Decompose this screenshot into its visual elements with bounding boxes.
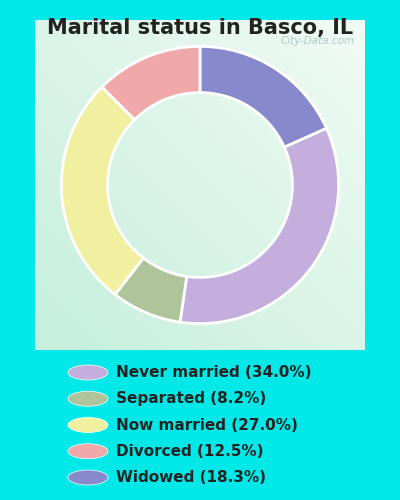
Wedge shape bbox=[102, 46, 200, 120]
Wedge shape bbox=[115, 258, 187, 322]
Circle shape bbox=[68, 418, 108, 432]
Circle shape bbox=[68, 470, 108, 485]
Text: Never married (34.0%): Never married (34.0%) bbox=[116, 365, 312, 380]
Text: Marital status in Basco, IL: Marital status in Basco, IL bbox=[47, 18, 353, 38]
Text: Now married (27.0%): Now married (27.0%) bbox=[116, 418, 298, 432]
Text: Separated (8.2%): Separated (8.2%) bbox=[116, 391, 266, 406]
Text: City-Data.com: City-Data.com bbox=[281, 36, 355, 46]
Wedge shape bbox=[62, 87, 143, 294]
Text: Widowed (18.3%): Widowed (18.3%) bbox=[116, 470, 266, 485]
Circle shape bbox=[68, 391, 108, 406]
Circle shape bbox=[68, 444, 108, 459]
Text: Divorced (12.5%): Divorced (12.5%) bbox=[116, 444, 264, 459]
Wedge shape bbox=[200, 46, 326, 147]
Wedge shape bbox=[180, 128, 338, 324]
Circle shape bbox=[68, 365, 108, 380]
